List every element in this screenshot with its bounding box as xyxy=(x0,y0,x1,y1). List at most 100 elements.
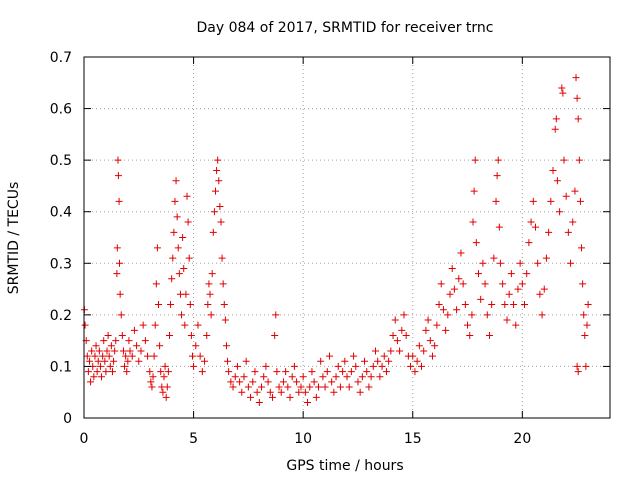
data-point xyxy=(130,326,138,334)
data-point xyxy=(260,373,268,381)
data-point xyxy=(221,316,229,324)
data-point xyxy=(251,368,259,376)
data-point xyxy=(312,393,320,401)
data-point xyxy=(475,270,482,278)
data-point xyxy=(194,321,202,329)
data-point xyxy=(150,352,158,360)
data-point xyxy=(81,321,89,329)
data-point xyxy=(227,378,235,386)
data-point xyxy=(470,187,478,195)
data-point xyxy=(426,337,434,345)
data-point xyxy=(471,156,479,164)
data-point xyxy=(83,352,91,360)
data-point xyxy=(264,378,272,386)
data-point xyxy=(111,347,119,355)
data-point xyxy=(201,357,209,365)
data-point xyxy=(105,352,113,360)
data-point xyxy=(431,342,439,350)
data-point xyxy=(479,259,487,267)
data-point xyxy=(214,156,222,164)
data-point xyxy=(242,357,250,365)
data-point xyxy=(94,357,102,365)
data-point xyxy=(155,301,163,309)
data-point xyxy=(172,177,180,185)
data-point xyxy=(85,357,93,365)
data-point xyxy=(319,373,327,381)
data-point xyxy=(198,368,206,376)
grid xyxy=(84,57,610,418)
data-point xyxy=(151,321,159,329)
data-point xyxy=(299,373,307,381)
data-point xyxy=(572,74,580,82)
data-point xyxy=(424,316,432,324)
data-point xyxy=(389,331,397,339)
data-point xyxy=(365,383,373,391)
data-point xyxy=(169,254,177,262)
plot-frame xyxy=(83,56,611,419)
data-point xyxy=(582,362,590,370)
data-point xyxy=(315,383,323,391)
data-point xyxy=(123,368,131,376)
data-point xyxy=(488,301,496,309)
data-point xyxy=(137,347,145,355)
data-point xyxy=(382,368,390,376)
data-point xyxy=(84,368,92,376)
data-point xyxy=(523,270,531,278)
data-point xyxy=(336,383,344,391)
data-point xyxy=(573,362,581,370)
data-point xyxy=(144,352,152,360)
data-point xyxy=(216,203,224,211)
data-point xyxy=(542,254,550,262)
data-point xyxy=(574,368,582,376)
data-point xyxy=(562,192,570,200)
data-point xyxy=(468,311,476,319)
data-point xyxy=(180,264,188,272)
data-point xyxy=(501,301,509,309)
data-point xyxy=(217,218,225,226)
data-point xyxy=(328,378,336,386)
data-point xyxy=(160,373,168,381)
data-point xyxy=(141,337,149,345)
ticks: 0 0.1 0.2 0.3 0.4 0.5 0.6 0.7 0 5 10 15 20 xyxy=(50,50,610,447)
data-point xyxy=(209,228,217,236)
data-point xyxy=(469,218,477,226)
data-point xyxy=(422,326,430,334)
data-point xyxy=(168,275,176,283)
data-point xyxy=(124,357,132,365)
y-tick-label: 0 xyxy=(63,411,72,427)
data-point xyxy=(352,362,360,370)
data-point xyxy=(442,326,450,334)
data-point xyxy=(258,383,266,391)
data-point xyxy=(139,321,147,329)
data-point xyxy=(310,378,318,386)
data-point xyxy=(332,373,340,381)
data-point xyxy=(210,208,218,216)
data-point xyxy=(398,326,406,334)
data-point xyxy=(297,383,305,391)
data-point xyxy=(521,301,529,309)
data-point xyxy=(481,280,489,288)
data-point xyxy=(128,352,136,360)
data-point xyxy=(354,378,362,386)
data-point xyxy=(411,368,419,376)
data-point xyxy=(103,347,111,355)
data-point xyxy=(204,301,212,309)
data-point xyxy=(93,368,101,376)
data-point xyxy=(531,223,539,231)
data-point xyxy=(116,290,124,298)
data-point xyxy=(133,342,141,350)
data-point xyxy=(378,362,386,370)
data-point xyxy=(536,290,544,298)
data-point xyxy=(428,352,436,360)
data-point xyxy=(415,342,423,350)
data-point xyxy=(461,301,469,309)
data-point xyxy=(293,378,301,386)
data-point xyxy=(110,357,118,365)
data-point xyxy=(233,362,241,370)
data-point xyxy=(224,357,232,365)
data-point xyxy=(345,383,353,391)
data-point xyxy=(374,357,382,365)
data-point xyxy=(560,156,568,164)
data-point xyxy=(112,337,120,345)
data-point xyxy=(187,331,195,339)
